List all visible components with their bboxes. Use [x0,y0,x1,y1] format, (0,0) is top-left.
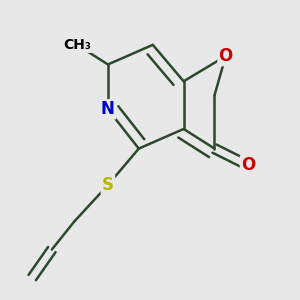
Text: O: O [241,156,255,174]
Text: O: O [219,47,233,65]
Text: N: N [101,100,115,118]
Text: CH₃: CH₃ [63,38,91,52]
Text: S: S [102,176,114,194]
